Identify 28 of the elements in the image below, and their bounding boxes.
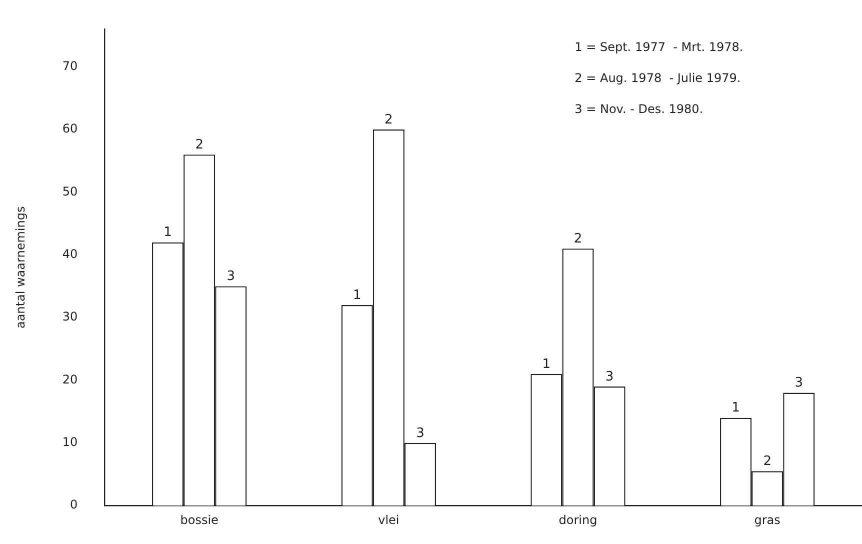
- text: 1: [164, 225, 172, 240]
- series-label: 3: [226, 269, 236, 284]
- y-tick-label: 50: [62, 184, 78, 198]
- y-axis-title: aantal waarnemings: [13, 206, 28, 329]
- x-tick-label: vlei: [378, 512, 400, 527]
- text: 2: [763, 454, 772, 469]
- text: 3: [416, 426, 424, 441]
- y-tick-label: 20: [62, 372, 78, 386]
- y-tick-label: 70: [62, 58, 78, 73]
- y-tick-label: 10: [62, 435, 78, 450]
- x-tick-label: gras: [754, 512, 780, 527]
- y-tick-label: 0: [70, 498, 78, 512]
- series-label: 1: [352, 288, 362, 303]
- x-tick-label: bossie: [180, 512, 218, 527]
- annotation: 3 = Nov. - Des. 1980.: [574, 102, 704, 116]
- text: 2: [195, 137, 204, 152]
- x-tick-label: doring: [558, 512, 598, 527]
- text: 1: [732, 400, 740, 416]
- y-tick-label: 40: [62, 246, 78, 261]
- text: 3: [794, 376, 804, 391]
- y-tick-label: 30: [62, 310, 78, 324]
- y-tick-label: 60: [62, 122, 78, 136]
- annotation: 2 = Aug. 1978 - Julie 1979.: [574, 71, 741, 86]
- series-label: 2: [384, 112, 393, 128]
- text: 3: [605, 369, 614, 384]
- annotation: 1 = Sept. 1977 - Mrt. 1978.: [574, 40, 744, 54]
- text: 2: [574, 231, 582, 246]
- text: 1: [542, 356, 551, 372]
